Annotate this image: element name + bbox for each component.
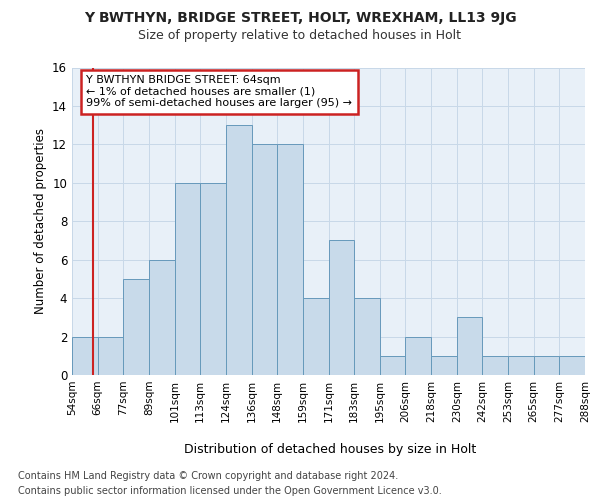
Bar bbox=[200, 183, 226, 375]
Bar bbox=[354, 298, 380, 375]
Bar bbox=[482, 356, 508, 375]
Bar bbox=[534, 356, 559, 375]
Bar bbox=[226, 125, 251, 375]
Bar bbox=[559, 356, 585, 375]
Text: Distribution of detached houses by size in Holt: Distribution of detached houses by size … bbox=[184, 442, 476, 456]
Y-axis label: Number of detached properties: Number of detached properties bbox=[34, 128, 47, 314]
Bar bbox=[72, 336, 98, 375]
Bar bbox=[431, 356, 457, 375]
Bar bbox=[508, 356, 534, 375]
Text: Y BWTHYN, BRIDGE STREET, HOLT, WREXHAM, LL13 9JG: Y BWTHYN, BRIDGE STREET, HOLT, WREXHAM, … bbox=[83, 11, 517, 25]
Bar bbox=[98, 336, 124, 375]
Text: Size of property relative to detached houses in Holt: Size of property relative to detached ho… bbox=[139, 29, 461, 42]
Bar bbox=[303, 298, 329, 375]
Bar bbox=[277, 144, 303, 375]
Bar bbox=[251, 144, 277, 375]
Bar bbox=[406, 336, 431, 375]
Text: Contains public sector information licensed under the Open Government Licence v3: Contains public sector information licen… bbox=[18, 486, 442, 496]
Bar bbox=[175, 183, 200, 375]
Text: Contains HM Land Registry data © Crown copyright and database right 2024.: Contains HM Land Registry data © Crown c… bbox=[18, 471, 398, 481]
Bar bbox=[124, 279, 149, 375]
Text: Y BWTHYN BRIDGE STREET: 64sqm
← 1% of detached houses are smaller (1)
99% of sem: Y BWTHYN BRIDGE STREET: 64sqm ← 1% of de… bbox=[86, 75, 352, 108]
Bar bbox=[149, 260, 175, 375]
Bar bbox=[380, 356, 406, 375]
Bar bbox=[457, 318, 482, 375]
Bar bbox=[329, 240, 354, 375]
